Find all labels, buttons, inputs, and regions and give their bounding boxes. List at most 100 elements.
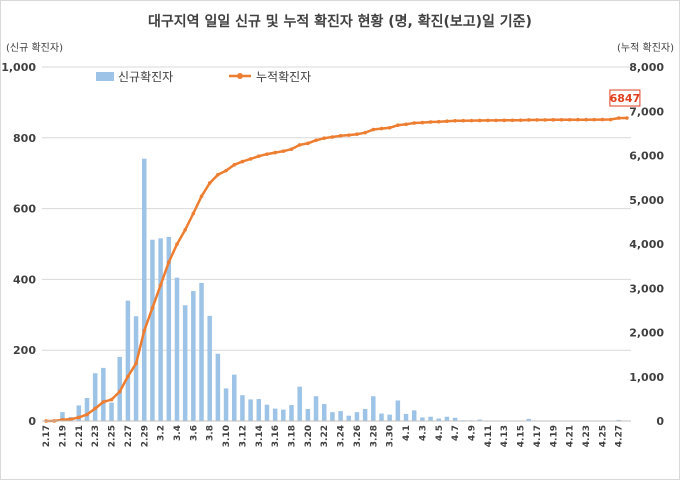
line-point [142, 328, 147, 333]
bar [191, 291, 196, 421]
line-point [240, 159, 245, 164]
callout-box [609, 89, 641, 107]
x-tick-label: 4.17 [533, 425, 543, 447]
bar [379, 413, 384, 421]
bar [166, 236, 172, 421]
line-point [355, 132, 359, 136]
x-tick-label: 3.22 [320, 425, 330, 447]
line-point [117, 389, 122, 394]
x-tick-label: 4.3 [418, 425, 428, 441]
x-tick-label: 3.4 [173, 425, 183, 441]
legend-label-bar: 신규확진자 [118, 70, 173, 84]
x-tick-label: 3.26 [353, 425, 363, 447]
line-point [551, 118, 556, 122]
bar [142, 158, 147, 421]
x-tick-label: 4.23 [582, 425, 592, 447]
line-point [256, 154, 261, 158]
line-point [322, 136, 327, 140]
line-point [510, 118, 515, 123]
bar [109, 402, 114, 421]
y-right-tick-label: 2,000 [629, 327, 664, 340]
axes: 0 200 400 600 800 1,000 0 1,000 2,000 3,000 4,000 5… [1, 61, 664, 447]
y-left-tick-label: 0 [28, 415, 36, 428]
bar [452, 417, 458, 421]
line-point [567, 117, 572, 122]
line-point [379, 126, 384, 131]
y-right-tick-label: 8,000 [629, 61, 664, 74]
line-point [207, 181, 212, 185]
bar [346, 415, 352, 421]
x-tick-label: 3.12 [238, 425, 248, 447]
x-tick-label: 4.25 [598, 425, 608, 447]
left-axis-unit: (신규 확진자) [6, 42, 63, 54]
line-point [150, 306, 155, 310]
y-right-tick-label: 5,000 [629, 194, 664, 207]
line-point [338, 134, 343, 138]
line-point [158, 283, 163, 287]
line-point [396, 123, 400, 128]
x-tick-label: 3.6 [189, 425, 199, 441]
bar [297, 386, 302, 421]
x-tick-label: 2.21 [75, 425, 85, 447]
bar [371, 396, 376, 421]
y-right-tick-label: 4,000 [629, 238, 664, 251]
line-point [363, 130, 367, 135]
bar [420, 417, 425, 421]
x-tick-label: 2.19 [58, 425, 68, 447]
bar [387, 414, 392, 421]
y-right-tick-label: 6,000 [629, 150, 664, 163]
y-right-tick-label: 7,000 [629, 105, 664, 118]
x-tick-label: 4.15 [517, 425, 527, 447]
bar [313, 396, 319, 421]
bar [616, 419, 621, 421]
x-tick-label: 2.25 [108, 425, 118, 447]
line-point [175, 242, 179, 247]
line-point [232, 163, 237, 167]
line-point [494, 118, 498, 123]
line-point [625, 116, 629, 120]
line-point [199, 194, 204, 199]
legend-label-line: 누적확진자 [256, 70, 311, 84]
x-tick-label: 3.28 [369, 425, 379, 447]
line-point [68, 417, 73, 422]
y-right-tick-label: 0 [656, 415, 664, 428]
line-point [592, 117, 596, 122]
bar [411, 410, 417, 421]
x-tick-label: 4.19 [549, 425, 559, 447]
bar [76, 405, 82, 421]
line-point [584, 117, 588, 122]
x-tick-label: 2.27 [124, 425, 134, 447]
bar [174, 277, 180, 421]
line-point [265, 152, 269, 156]
line-series [44, 116, 629, 423]
y-left-tick-label: 400 [13, 273, 36, 286]
line-point [453, 119, 457, 123]
line-point [502, 118, 507, 123]
line-point [576, 117, 580, 122]
bar [207, 315, 212, 421]
line-point [314, 138, 318, 143]
x-tick-label: 4.7 [451, 425, 461, 441]
line-point [101, 400, 106, 404]
y-left-tick-label: 800 [13, 132, 36, 145]
line-point [306, 141, 310, 146]
line-point [93, 406, 97, 411]
callout-label: 6847 [610, 92, 641, 105]
line-point [526, 118, 531, 122]
line-point [518, 118, 523, 123]
bar [215, 353, 221, 421]
line-point [109, 397, 114, 402]
x-tick-label: 4.9 [467, 425, 477, 441]
bar [231, 374, 237, 421]
bar [338, 411, 343, 421]
bar [101, 367, 106, 421]
bar [305, 408, 311, 421]
bar [395, 400, 401, 421]
bar [60, 412, 65, 421]
line-point [461, 118, 466, 123]
legend-swatch-bar [96, 72, 114, 81]
line-point [608, 117, 613, 122]
bar [223, 388, 229, 421]
bar [321, 404, 327, 421]
